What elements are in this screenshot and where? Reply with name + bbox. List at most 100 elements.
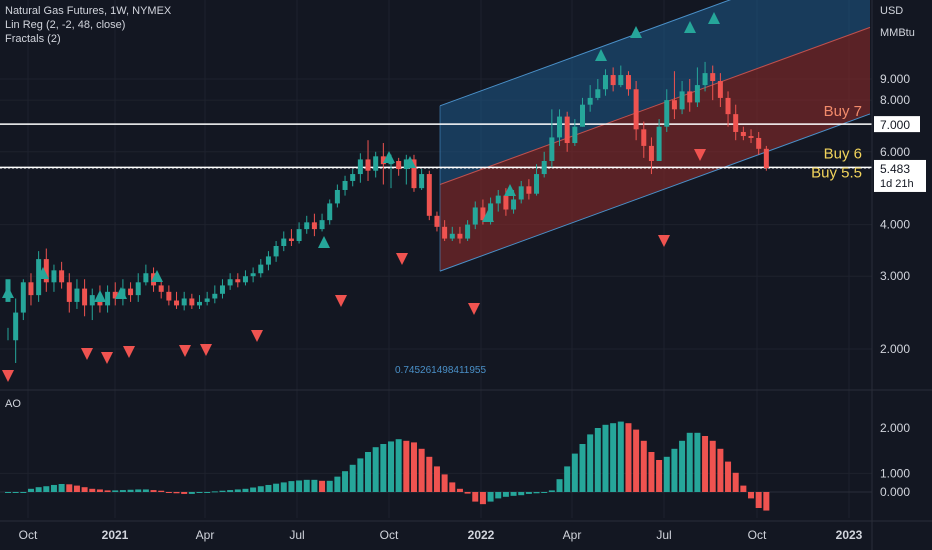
ao-bar (242, 488, 249, 492)
candle-body (694, 85, 700, 103)
ao-bar (96, 489, 103, 492)
ao-bar (418, 448, 425, 492)
ao-bar (495, 492, 502, 499)
currency-unit: USD (880, 5, 904, 17)
ao-indicator-label[interactable]: AO (5, 398, 21, 410)
channel-lower-line (439, 113, 871, 272)
candle-body (580, 104, 585, 127)
ao-bar (510, 492, 517, 496)
candle-body (687, 91, 693, 103)
ao-bar (579, 444, 586, 492)
ao-bar (372, 447, 379, 492)
candle-body (197, 301, 202, 306)
fractal-down-marker (123, 346, 135, 358)
fractal-up-marker (115, 287, 127, 299)
candle-body (656, 126, 662, 161)
candle-body (625, 75, 631, 90)
candle-body (66, 282, 72, 302)
price-tick-label: 1.000 (880, 466, 910, 480)
indicator-fractals[interactable]: Fractals (2) (5, 33, 61, 45)
candle-body (457, 233, 463, 239)
ao-bar (640, 440, 647, 492)
candle-body (396, 160, 402, 170)
ao-bar (280, 482, 287, 492)
candle-body (258, 264, 264, 274)
ao-bar (763, 492, 770, 511)
candle-body (273, 245, 279, 257)
ao-bar (303, 479, 310, 492)
ao-bar (142, 489, 149, 492)
candle-body (549, 137, 555, 161)
ao-bar (433, 466, 440, 492)
ao-bar (326, 480, 333, 492)
fractal-up-marker (708, 12, 720, 24)
time-tick-label: Oct (19, 528, 38, 542)
price-tick-label: 3.000 (880, 269, 910, 283)
ao-bar (12, 492, 19, 493)
fractal-up-marker (383, 151, 395, 163)
ao-bar (725, 461, 732, 492)
fractal-up-marker (684, 21, 696, 33)
candle-body (281, 238, 287, 246)
last-price-tag (874, 159, 926, 192)
ao-bar (755, 492, 762, 508)
ao-bar (541, 492, 548, 493)
candle-body (442, 226, 448, 239)
ao-bar (342, 471, 349, 492)
price-tick-label: 2.000 (880, 342, 910, 356)
candle-body (679, 91, 685, 110)
ao-bar (349, 464, 356, 492)
ao-bar (73, 485, 80, 492)
ao-bar (441, 474, 448, 492)
candle-body (250, 273, 256, 277)
fractal-down-marker (81, 348, 93, 360)
ao-bar (679, 440, 686, 492)
ao-bar (319, 480, 326, 492)
price-tick-label: 8.000 (880, 93, 910, 107)
candle-body (74, 288, 80, 302)
price-tick-label: 4.000 (880, 218, 910, 232)
candle-body (128, 288, 134, 296)
ao-bar (89, 488, 96, 492)
ao-bar (449, 482, 456, 492)
ao-tick-label: 2.000 (880, 421, 910, 435)
ao-histogram (0, 421, 872, 511)
ao-bar (257, 486, 264, 492)
ao-bar (188, 492, 195, 494)
candle-body (380, 156, 386, 165)
candle-body (13, 312, 19, 341)
fractal-down-marker (251, 330, 263, 342)
candle-body (434, 215, 440, 227)
candle-body (357, 159, 363, 175)
time-tick-label: Jul (656, 528, 671, 542)
ao-tick-label: 0.000 (880, 485, 910, 499)
quantity-unit: MMBtu (880, 27, 915, 39)
candle-body (557, 116, 563, 138)
ao-bar (250, 487, 257, 492)
ao-bar (104, 490, 111, 492)
candle-body (426, 174, 432, 216)
fractal-down-marker (101, 352, 113, 364)
indicator-linreg[interactable]: Lin Reg (2, -2, 48, close) (5, 19, 126, 31)
ao-bar (50, 484, 57, 492)
candle-body (641, 129, 647, 146)
candle-body (411, 159, 417, 189)
price-tick-label: 9.000 (880, 72, 910, 86)
ao-bar (81, 487, 88, 492)
candle-body (710, 73, 716, 82)
ao-bar (426, 456, 433, 492)
candle-body (449, 233, 455, 239)
linreg-channel (439, 0, 871, 272)
candle-body (158, 285, 164, 292)
overlay-labels: Buy 7 Buy 6 Buy 5.5 0.745261498411955 (395, 103, 862, 376)
ao-bar (204, 492, 211, 493)
candle-body (756, 137, 762, 149)
ao-bar (181, 492, 188, 494)
candle-body (174, 300, 180, 306)
ao-bar (158, 490, 165, 492)
ao-bar (219, 490, 226, 492)
candle-body (373, 156, 379, 171)
fractal-down-marker (335, 295, 347, 307)
